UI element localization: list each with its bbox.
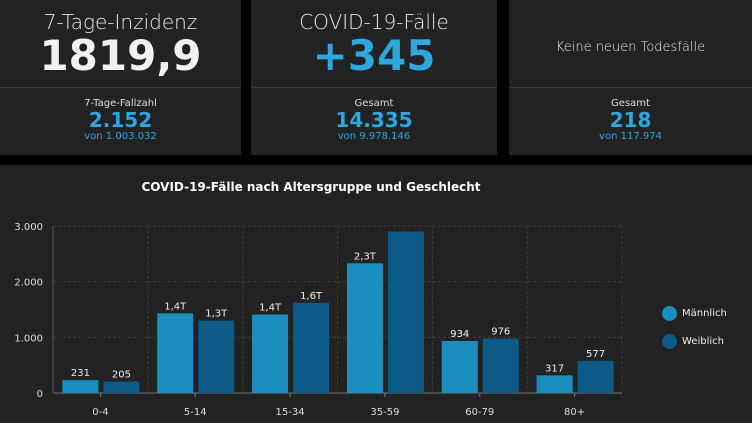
legend-item-female[interactable]: Weiblich bbox=[662, 334, 724, 349]
data-label: 1,4T bbox=[259, 303, 282, 314]
card-sub-label: 7-Tage-Fallzahl bbox=[84, 98, 157, 109]
data-label: 2,3T bbox=[354, 251, 377, 262]
card-value: +345 bbox=[312, 31, 436, 80]
bar-female bbox=[387, 231, 424, 393]
card-sub-total: von 1.003.032 bbox=[84, 131, 157, 142]
chart-panel: COVID-19-Fälle nach Altersgruppe und Ges… bbox=[0, 165, 752, 423]
bar-male bbox=[62, 380, 99, 393]
card-sub-total: von 117.974 bbox=[599, 131, 662, 142]
card-sub-label: Gesamt bbox=[611, 98, 650, 109]
bar-male bbox=[536, 375, 573, 393]
card-title: COVID-19-Fälle bbox=[299, 10, 449, 34]
legend-label: Weiblich bbox=[682, 336, 724, 347]
data-label: 1,6T bbox=[300, 291, 323, 302]
bar-female bbox=[103, 381, 140, 393]
card-sub-value: 218 bbox=[609, 108, 652, 132]
card-title: 7-Tage-Inzidenz bbox=[43, 10, 198, 34]
card-sub-value: 14.335 bbox=[335, 108, 413, 132]
card-sub-label: Gesamt bbox=[354, 98, 394, 109]
y-tick-label: 0 bbox=[37, 389, 43, 400]
chart-title: COVID-19-Fälle nach Altersgruppe und Ges… bbox=[141, 180, 481, 194]
data-label: 976 bbox=[491, 327, 510, 338]
bar-female bbox=[577, 360, 614, 393]
x-tick-label: 60-79 bbox=[465, 407, 494, 418]
bar-female bbox=[293, 302, 330, 393]
card-value: 1819,9 bbox=[39, 31, 202, 80]
bar-male bbox=[441, 341, 478, 393]
x-tick-label: 15-34 bbox=[276, 407, 305, 418]
bar-male bbox=[157, 313, 194, 393]
bar-male bbox=[252, 314, 289, 393]
legend-item-male[interactable]: Männlich bbox=[662, 306, 727, 321]
x-tick-label: 0-4 bbox=[92, 407, 108, 418]
card-cases: COVID-19-Fälle +345 Gesamt 14.335 von 9.… bbox=[251, 0, 497, 155]
x-tick-label: 80+ bbox=[564, 407, 585, 418]
legend-swatch-male bbox=[662, 306, 677, 321]
y-tick-label: 3.000 bbox=[14, 222, 43, 233]
data-label: 577 bbox=[586, 349, 605, 360]
y-tick-label: 2.000 bbox=[14, 278, 43, 289]
card-deaths: Keine neuen Todesfälle Gesamt 218 von 11… bbox=[509, 0, 752, 155]
data-label: 317 bbox=[545, 363, 564, 374]
bar-male bbox=[346, 263, 383, 393]
legend-swatch-female bbox=[662, 334, 677, 349]
card-sub-value: 2.152 bbox=[88, 108, 153, 132]
card-title: Keine neuen Todesfälle bbox=[555, 40, 706, 55]
data-label: 934 bbox=[450, 329, 469, 340]
data-label: 1,3T bbox=[205, 309, 228, 320]
x-tick-label: 5-14 bbox=[184, 407, 207, 418]
data-label: 231 bbox=[71, 368, 90, 379]
card-sub-total: von 9.978.146 bbox=[337, 131, 411, 142]
y-tick-label: 1.000 bbox=[14, 333, 43, 344]
data-label: 1,4T bbox=[164, 301, 187, 312]
bar-chart: 0 1.000 2.000 3.000 0-4 231 205 5-14 1,4T 1,3T 15-… bbox=[14, 222, 623, 418]
legend-label: Männlich bbox=[682, 308, 727, 319]
card-incidence: 7-Tage-Inzidenz 1819,9 7-Tage-Fallzahl 2… bbox=[0, 0, 241, 155]
bar-female bbox=[198, 320, 235, 393]
data-label: 205 bbox=[112, 370, 131, 381]
x-tick-label: 35-59 bbox=[370, 407, 399, 418]
bar-female bbox=[482, 338, 519, 393]
